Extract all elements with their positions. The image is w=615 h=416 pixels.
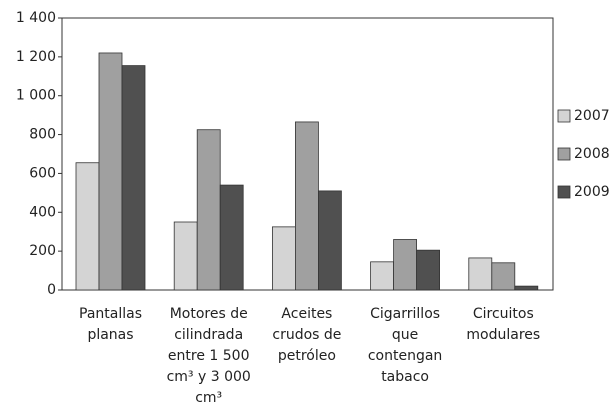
y-tick-label: 0 bbox=[47, 282, 56, 298]
legend-swatch bbox=[557, 109, 571, 123]
bar bbox=[173, 221, 198, 291]
y-tick-label: 600 bbox=[29, 165, 56, 181]
legend-swatch bbox=[557, 147, 571, 161]
y-tick-label: 800 bbox=[29, 127, 56, 143]
x-tick-label: Pantallas planas bbox=[79, 306, 142, 343]
bar bbox=[121, 65, 146, 291]
y-tick-label: 1 200 bbox=[16, 49, 56, 65]
bar bbox=[393, 239, 418, 291]
bar bbox=[98, 52, 123, 291]
legend-swatch bbox=[557, 185, 571, 199]
bar bbox=[196, 129, 221, 291]
y-tick-label: 200 bbox=[29, 243, 56, 259]
legend-label: 2007 bbox=[574, 108, 610, 124]
bar bbox=[491, 262, 516, 291]
y-tick-label: 1 000 bbox=[16, 88, 56, 104]
bar bbox=[370, 261, 395, 291]
x-tick-label: Cigarrillos que contengan tabaco bbox=[368, 306, 442, 385]
bar bbox=[271, 226, 296, 291]
x-tick-label: Motores de cilindrada entre 1 500 cm³ y 3 0… bbox=[167, 306, 251, 406]
bar bbox=[294, 121, 319, 291]
bar bbox=[317, 190, 342, 291]
x-tick-label: Aceites crudos de petróleo bbox=[272, 306, 341, 364]
legend-label: 2008 bbox=[574, 146, 610, 162]
x-tick-label: Circuitos modulares bbox=[466, 306, 540, 343]
bar bbox=[468, 257, 493, 291]
y-tick-label: 400 bbox=[29, 204, 56, 220]
bar bbox=[416, 249, 441, 291]
bar bbox=[75, 162, 100, 291]
bar bbox=[219, 184, 244, 291]
bar bbox=[514, 285, 539, 291]
y-tick-label: 1 400 bbox=[16, 10, 56, 26]
legend-label: 2009 bbox=[574, 184, 610, 200]
